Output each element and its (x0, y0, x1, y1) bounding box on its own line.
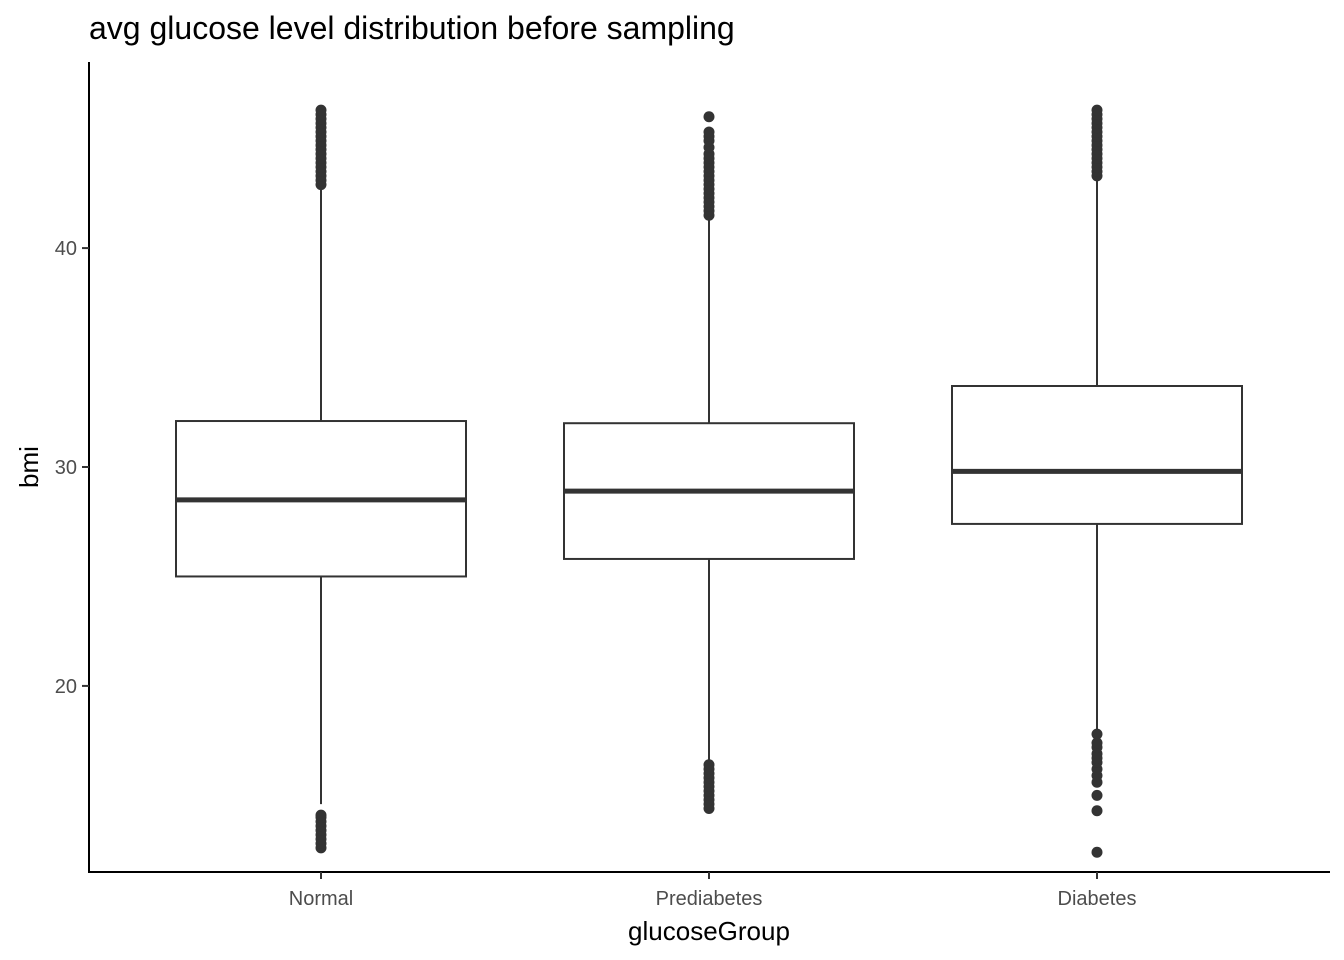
outlier-point (703, 126, 715, 138)
outlier-point (315, 104, 327, 116)
y-axis-title: bmi (14, 446, 44, 488)
outlier-point (1091, 737, 1103, 749)
x-tick-label: Diabetes (1058, 888, 1137, 910)
x-tick-label: Prediabetes (656, 888, 763, 910)
ticks-layer: Normal Prediabetes Diabetes 20 30 40 (55, 238, 1137, 910)
boxes-layer (175, 104, 1243, 858)
y-tick-label: 40 (55, 238, 77, 260)
outlier-point (703, 759, 715, 771)
outlier-point (1091, 846, 1103, 858)
outlier-point (1091, 728, 1103, 740)
x-tick-label: Normal (289, 888, 353, 910)
box-group-prediabetes (563, 111, 855, 815)
box-group-normal (175, 104, 467, 854)
iqr-box (951, 385, 1243, 525)
chart-title: avg glucose level distribution before sa… (89, 10, 735, 46)
y-tick-label: 30 (55, 457, 77, 479)
outlier-point (315, 809, 327, 821)
outlier-point (703, 111, 715, 123)
box-group-diabetes (951, 104, 1243, 858)
outlier-point (1091, 104, 1103, 116)
y-tick-label: 20 (55, 676, 77, 698)
outlier-point (1091, 789, 1103, 801)
outlier-point (1091, 805, 1103, 817)
x-axis-title: glucoseGroup (628, 916, 790, 946)
